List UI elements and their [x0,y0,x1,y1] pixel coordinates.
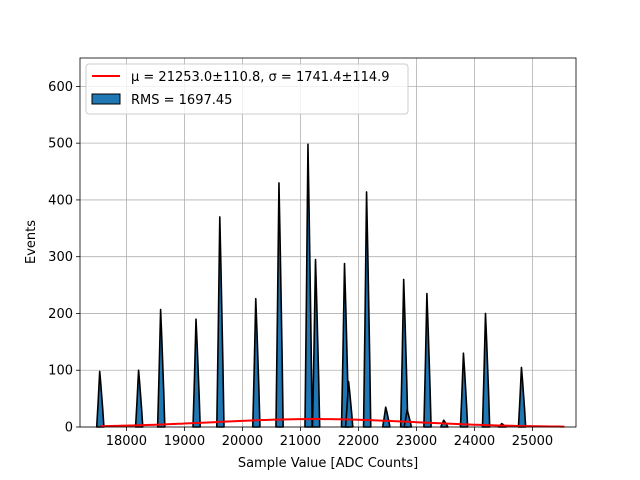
y-tick-label: 400 [48,193,73,208]
legend-rms-swatch [91,93,121,105]
legend-box [85,63,409,115]
x-tick-label: 23000 [396,434,437,449]
y-tick-label: 500 [48,137,73,152]
x-tick-label: 18000 [106,434,147,449]
legend: μ = 21253.0±110.8, σ = 1741.4±114.9 RMS … [85,63,409,115]
legend-fit-label: μ = 21253.0±110.8, σ = 1741.4±114.9 [131,70,390,85]
plot-frame [79,57,577,428]
axis-ticks: 18000 19000 20000 21000 22000 23000 24000 25000… [48,80,553,449]
legend-rms-label: RMS = 1697.45 [131,93,232,108]
x-axis-label: Sample Value [ADC Counts] [238,456,418,471]
grid-lines [80,58,576,428]
y-tick-label: 0 [65,421,73,436]
x-tick-label: 20000 [222,434,263,449]
y-tick-label: 100 [48,364,73,379]
y-axis-label: Events [24,220,39,264]
gaussian-fit [100,418,565,428]
x-tick-label: 24000 [454,434,495,449]
gaussian-fit-curve [100,418,565,428]
y-tick-label: 600 [48,80,73,95]
y-tick-label: 200 [48,307,73,322]
x-tick-label: 22000 [338,434,379,449]
x-tick-label: 25000 [512,434,553,449]
x-tick-label: 21000 [280,434,321,449]
x-tick-label: 19000 [164,434,205,449]
y-tick-label: 300 [48,250,73,265]
